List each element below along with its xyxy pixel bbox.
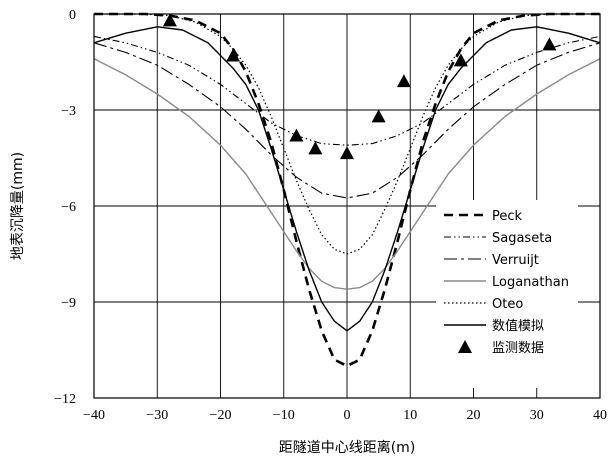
series-line: [94, 12, 600, 368]
y-tick-label: 0: [69, 8, 76, 23]
monitoring-point: [340, 146, 354, 160]
monitoring-point: [453, 53, 468, 67]
legend-label: 数值模拟: [492, 318, 544, 334]
x-axis-title: 距隧道中心线距离(m): [279, 439, 416, 456]
legend-label: Verruijt: [492, 253, 539, 268]
y-axis-title: 地表沉降量(mm): [10, 152, 26, 260]
x-tick-label: 0: [344, 408, 351, 423]
monitoring-point: [226, 48, 241, 62]
y-tick-label: −3: [61, 104, 76, 119]
series-line: [93, 26, 601, 332]
series-line: [93, 58, 601, 290]
series-line: [93, 35, 601, 146]
y-tick-label: −6: [61, 200, 76, 215]
series-lines: [93, 12, 601, 368]
x-tick-labels: −40 −30 −20 −10 0 10 20 30 40: [83, 408, 607, 423]
legend-label: Sagaseta: [492, 231, 552, 246]
x-tick-label: −10: [273, 408, 295, 423]
monitoring-point: [289, 128, 304, 142]
series-line: [94, 13, 600, 255]
legend: Peck Sagaseta Verruijt Loganathan Oteo 数值模拟监测…: [436, 200, 578, 388]
x-tick-label: 30: [530, 408, 544, 423]
x-tick-label: −40: [83, 408, 105, 423]
y-tick-label: −12: [54, 392, 76, 407]
x-tick-label: 10: [403, 408, 417, 423]
monitoring-point: [162, 13, 177, 27]
legend-swatch: [458, 340, 472, 353]
legend-background: [436, 200, 578, 388]
x-tick-label: 40: [593, 408, 607, 423]
y-tick-labels: 0 −3 −6 −9 −12: [54, 8, 76, 407]
monitoring-point: [396, 74, 411, 88]
series-line: [93, 42, 601, 199]
x-tick-label: −30: [146, 408, 168, 423]
monitoring-point: [308, 141, 323, 155]
monitoring-markers: [162, 13, 557, 160]
x-tick-label: 20: [467, 408, 481, 423]
legend-label: Loganathan: [492, 275, 569, 290]
legend-label: Oteo: [492, 297, 523, 312]
y-tick-label: −9: [61, 296, 76, 311]
monitoring-point: [542, 37, 557, 51]
monitoring-point: [371, 109, 386, 123]
x-tick-label: −20: [210, 408, 232, 423]
plot-frame: [93, 13, 601, 399]
legend-label: 监测数据: [492, 341, 544, 356]
legend-label: Peck: [492, 209, 523, 224]
